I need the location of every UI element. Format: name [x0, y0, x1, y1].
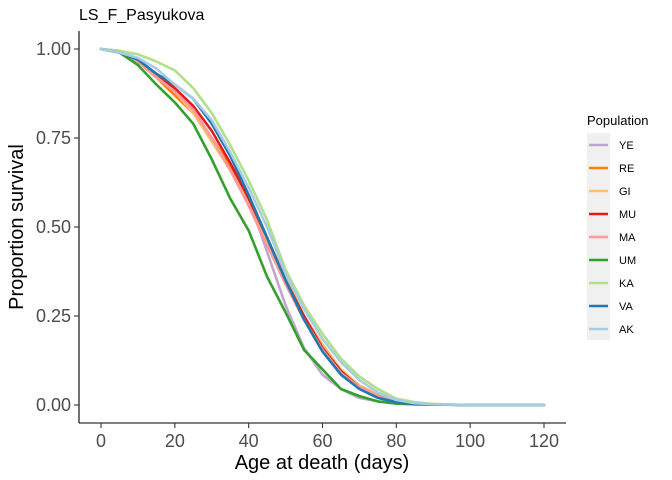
legend: Population YE RE GI MU MA UM KA VA AK [587, 113, 648, 340]
y-tick-label: 0.50 [36, 217, 71, 237]
y-tick-label: 0.75 [36, 128, 71, 148]
series-line-va [99, 47, 546, 407]
y-axis-title: Proportion survival [6, 144, 28, 310]
legend-title: Population [587, 113, 648, 128]
legend-label-gi: GI [619, 186, 631, 198]
legend-label-ye: YE [619, 140, 634, 152]
legend-label-um: UM [619, 255, 636, 267]
y-tick-label: 1.00 [36, 39, 71, 59]
x-tick-label: 100 [455, 431, 485, 451]
y-tick-label: 0.00 [36, 395, 71, 415]
x-tick-label: 20 [165, 431, 185, 451]
legend-label-ka: KA [619, 278, 634, 290]
x-tick-label: 120 [529, 431, 559, 451]
legend-label-va: VA [619, 301, 634, 313]
legend-label-ma: MA [619, 232, 636, 244]
legend-label-re: RE [619, 163, 634, 175]
x-tick-label: 40 [239, 431, 259, 451]
x-axis-title: Age at death (days) [235, 452, 410, 474]
plot-area [99, 47, 546, 407]
x-tick-label: 60 [312, 431, 332, 451]
legend-label-ak: AK [619, 324, 634, 336]
y-tick-label: 0.25 [36, 306, 71, 326]
chart-title: LS_F_Pasyukova [79, 7, 205, 24]
axes: 0 20 40 60 80 100 120 0.00 0.25 0.50 0.75 1.00 [36, 31, 566, 451]
x-tick-label: 0 [96, 431, 106, 451]
series-line-ak [99, 47, 546, 407]
legend-label-mu: MU [619, 209, 636, 221]
x-tick-label: 80 [386, 431, 406, 451]
